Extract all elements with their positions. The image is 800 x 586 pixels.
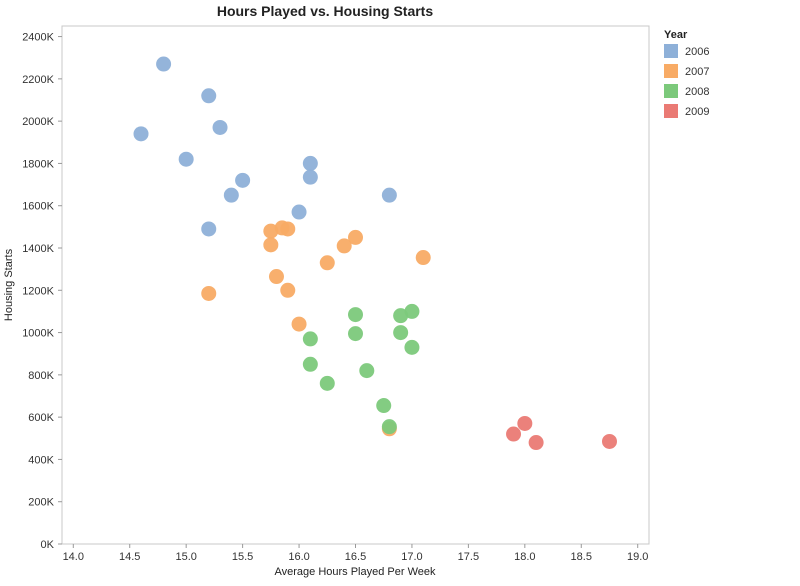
data-point-2007[interactable] bbox=[201, 285, 217, 301]
data-point-2008[interactable] bbox=[393, 308, 409, 324]
data-point-2006[interactable] bbox=[178, 151, 194, 167]
data-point-2008[interactable] bbox=[376, 398, 392, 414]
x-tick-label: 17.5 bbox=[458, 551, 479, 563]
data-point-2008[interactable] bbox=[404, 303, 420, 319]
y-tick-label: 800K bbox=[28, 370, 54, 382]
y-tick-label: 200K bbox=[28, 497, 54, 509]
x-axis: 14.0 14.5 15.0 15.5 16.0 16.5 17.0 17.5 18.0 18.5… bbox=[63, 544, 648, 563]
data-point-2007[interactable] bbox=[348, 229, 363, 245]
data-point-2009[interactable] bbox=[601, 433, 617, 449]
y-axis: 0K 200K 400K 600K 800K 1000K 1200K 1400K 1600K 18… bbox=[22, 32, 62, 551]
x-tick-label: 16.0 bbox=[288, 551, 309, 563]
data-point-2007[interactable] bbox=[280, 221, 296, 237]
data-point-2006[interactable] bbox=[156, 56, 172, 72]
data-point-2006[interactable] bbox=[201, 221, 217, 237]
data-point-2007[interactable] bbox=[280, 282, 296, 298]
data-point-2008[interactable] bbox=[302, 356, 318, 372]
data-point-2008[interactable] bbox=[404, 339, 420, 355]
data-point-2009[interactable] bbox=[517, 415, 533, 431]
legend-swatch-2006 bbox=[664, 44, 678, 58]
x-tick-label: 16.5 bbox=[345, 551, 366, 563]
data-point-2008[interactable] bbox=[302, 331, 318, 347]
data-point-2006[interactable] bbox=[223, 187, 239, 203]
y-tick-label: 1600K bbox=[22, 201, 54, 213]
x-tick-label: 18.5 bbox=[571, 551, 592, 563]
y-tick-label: 1200K bbox=[22, 285, 54, 297]
data-point-2007[interactable] bbox=[319, 255, 335, 271]
data-point-2008[interactable] bbox=[359, 363, 375, 379]
data-point-2006[interactable] bbox=[302, 155, 318, 171]
legend-swatch-2008 bbox=[664, 84, 678, 98]
data-point-2006[interactable] bbox=[302, 169, 318, 185]
data-point-2008[interactable] bbox=[393, 325, 409, 341]
data-point-2008[interactable] bbox=[319, 375, 335, 391]
data-point-2006[interactable] bbox=[133, 126, 149, 142]
legend-label-2007: 2007 bbox=[685, 66, 709, 78]
data-point-2008[interactable] bbox=[381, 419, 397, 435]
data-point-2006[interactable] bbox=[235, 172, 251, 188]
data-point-2009[interactable] bbox=[528, 435, 544, 451]
legend: Year 2006 2007 2008 2009 bbox=[664, 29, 709, 118]
data-point-2006[interactable] bbox=[381, 187, 397, 203]
legend-title: Year bbox=[664, 29, 688, 41]
data-point-2006[interactable] bbox=[201, 88, 217, 104]
x-tick-label: 17.0 bbox=[401, 551, 422, 563]
legend-label-2008: 2008 bbox=[685, 86, 709, 98]
y-tick-label: 0K bbox=[41, 539, 55, 551]
data-point-2008[interactable] bbox=[348, 326, 363, 342]
y-tick-label: 2200K bbox=[22, 74, 54, 86]
y-axis-label: Housing Starts bbox=[3, 248, 15, 321]
y-tick-label: 2400K bbox=[22, 32, 54, 44]
x-tick-label: 15.0 bbox=[175, 551, 196, 563]
x-tick-label: 14.5 bbox=[119, 551, 140, 563]
y-tick-label: 1000K bbox=[22, 328, 54, 340]
x-tick-label: 19.0 bbox=[627, 551, 648, 563]
x-tick-label: 15.5 bbox=[232, 551, 253, 563]
points-layer bbox=[133, 56, 617, 451]
data-point-2007[interactable] bbox=[336, 238, 352, 254]
chart-title: Hours Played vs. Housing Starts bbox=[217, 3, 433, 19]
y-tick-label: 1400K bbox=[22, 243, 54, 255]
legend-swatch-2009 bbox=[664, 104, 678, 118]
data-point-2007[interactable] bbox=[263, 223, 279, 239]
data-point-2007[interactable] bbox=[415, 250, 431, 266]
y-tick-label: 600K bbox=[28, 412, 54, 424]
data-point-2007[interactable] bbox=[291, 316, 307, 332]
x-axis-label: Average Hours Played Per Week bbox=[274, 566, 436, 578]
data-point-2006[interactable] bbox=[291, 204, 307, 220]
data-point-2007[interactable] bbox=[263, 237, 279, 253]
y-tick-label: 1800K bbox=[22, 158, 54, 170]
plot-area bbox=[61, 25, 650, 545]
data-point-2007[interactable] bbox=[268, 269, 284, 285]
legend-label-2006: 2006 bbox=[685, 46, 709, 58]
x-tick-label: 18.0 bbox=[514, 551, 535, 563]
data-point-2006[interactable] bbox=[212, 119, 228, 135]
x-tick-label: 14.0 bbox=[63, 551, 84, 563]
legend-label-2009: 2009 bbox=[685, 106, 709, 118]
y-tick-label: 2000K bbox=[22, 116, 54, 128]
legend-swatch-2007 bbox=[664, 64, 678, 78]
data-point-2008[interactable] bbox=[348, 307, 363, 323]
data-point-2009[interactable] bbox=[506, 426, 522, 442]
y-tick-label: 400K bbox=[28, 454, 54, 466]
